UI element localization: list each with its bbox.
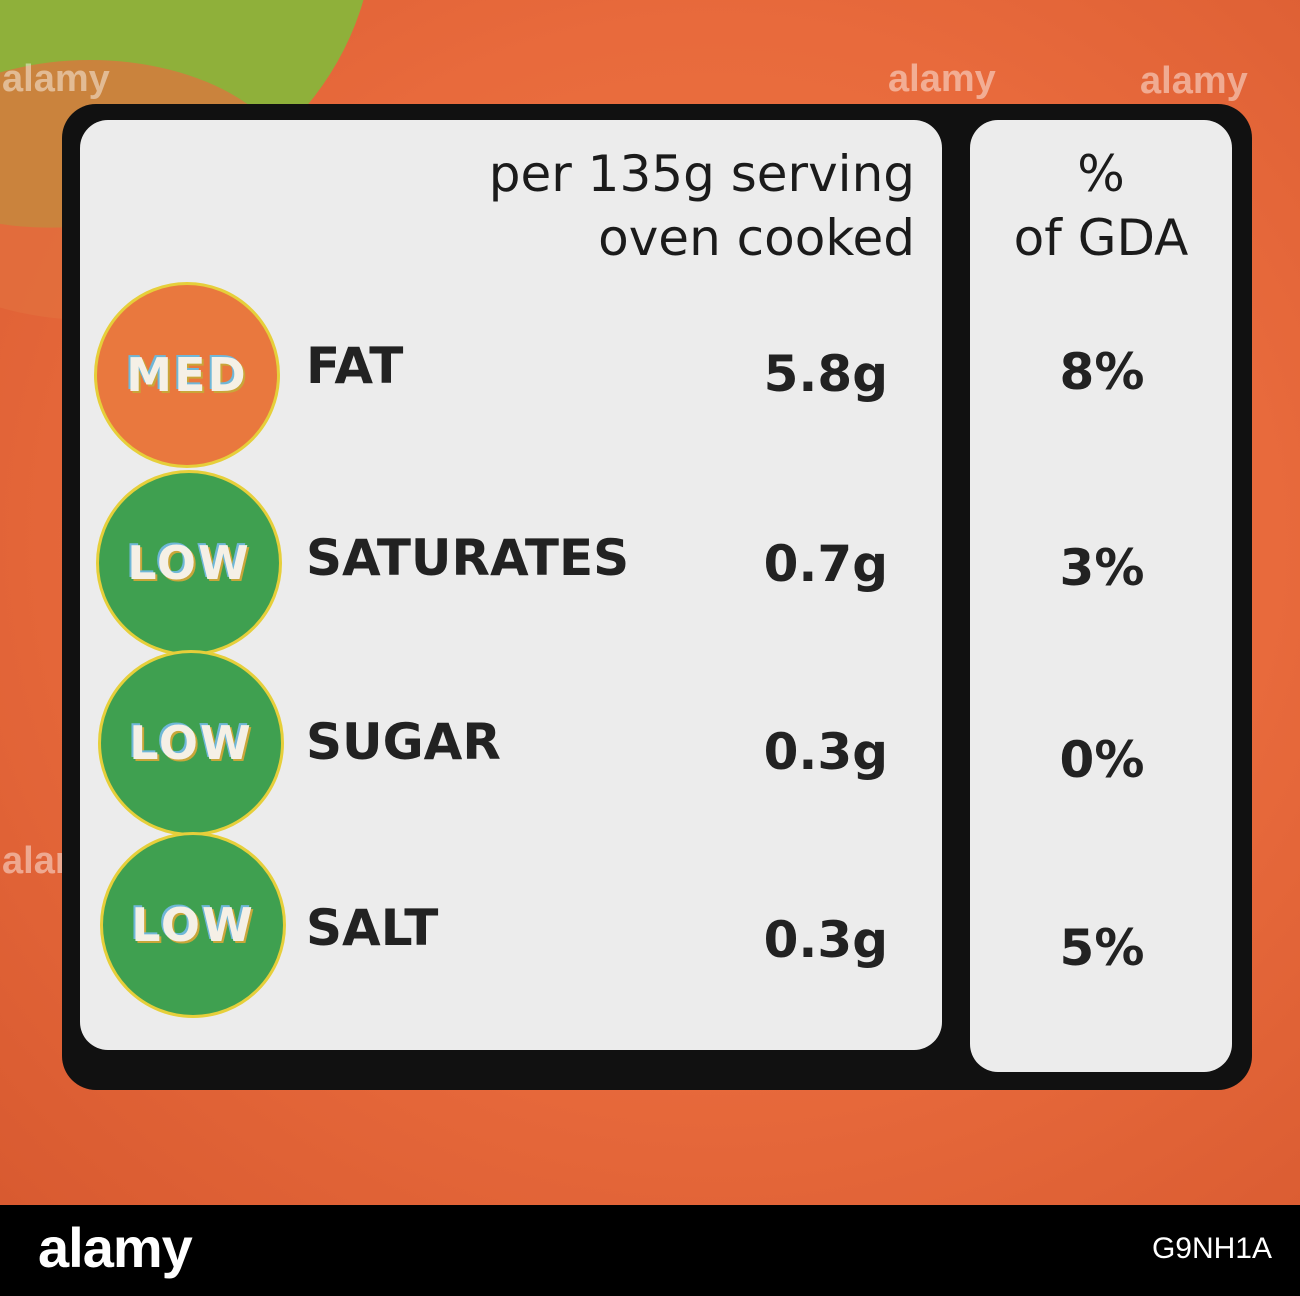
gda-header: % of GDA	[980, 142, 1222, 270]
stock-photo-footer	[0, 1205, 1300, 1296]
nutrient-gda-sugar: 0%	[1059, 731, 1145, 789]
watermark: alamy	[888, 58, 996, 100]
nutrient-value-saturates: 0.7g	[763, 535, 888, 593]
nutrient-value-salt: 0.3g	[763, 911, 888, 969]
level-badge-text: MED	[126, 348, 248, 402]
nutrient-value-fat: 5.8g	[763, 345, 888, 403]
nutrient-gda-salt: 5%	[1059, 919, 1145, 977]
nutrient-value-sugar: 0.3g	[763, 723, 888, 781]
serving-size: per 135g serving	[488, 145, 915, 203]
level-badge-fat: MED	[94, 282, 280, 468]
watermark: alamy	[2, 58, 110, 100]
nutrient-name-saturates: SATURATES	[306, 529, 630, 587]
nutrient-gda-fat: 8%	[1059, 343, 1145, 401]
nutrient-name-sugar: SUGAR	[306, 713, 501, 771]
nutrient-gda-saturates: 3%	[1059, 539, 1145, 597]
level-badge-text: LOW	[127, 536, 251, 590]
nutrient-name-salt: SALT	[306, 899, 439, 957]
level-badge-salt: LOW	[100, 832, 286, 1018]
level-badge-sugar: LOW	[98, 650, 284, 836]
nutrient-name-fat: FAT	[306, 337, 404, 395]
gda-header-symbol: %	[1077, 145, 1125, 203]
cooking-method: oven cooked	[598, 209, 915, 267]
gda-header-text: of GDA	[1013, 209, 1189, 267]
watermark: alamy	[1140, 60, 1248, 102]
alamy-logo: alamy	[38, 1216, 193, 1279]
serving-header: per 135g serving oven cooked	[315, 142, 915, 270]
image-code: G9NH1A	[1151, 1232, 1272, 1265]
gda-percentage-panel	[970, 120, 1232, 1072]
level-badge-saturates: LOW	[96, 470, 282, 656]
level-badge-text: LOW	[131, 898, 255, 952]
level-badge-text: LOW	[129, 716, 253, 770]
